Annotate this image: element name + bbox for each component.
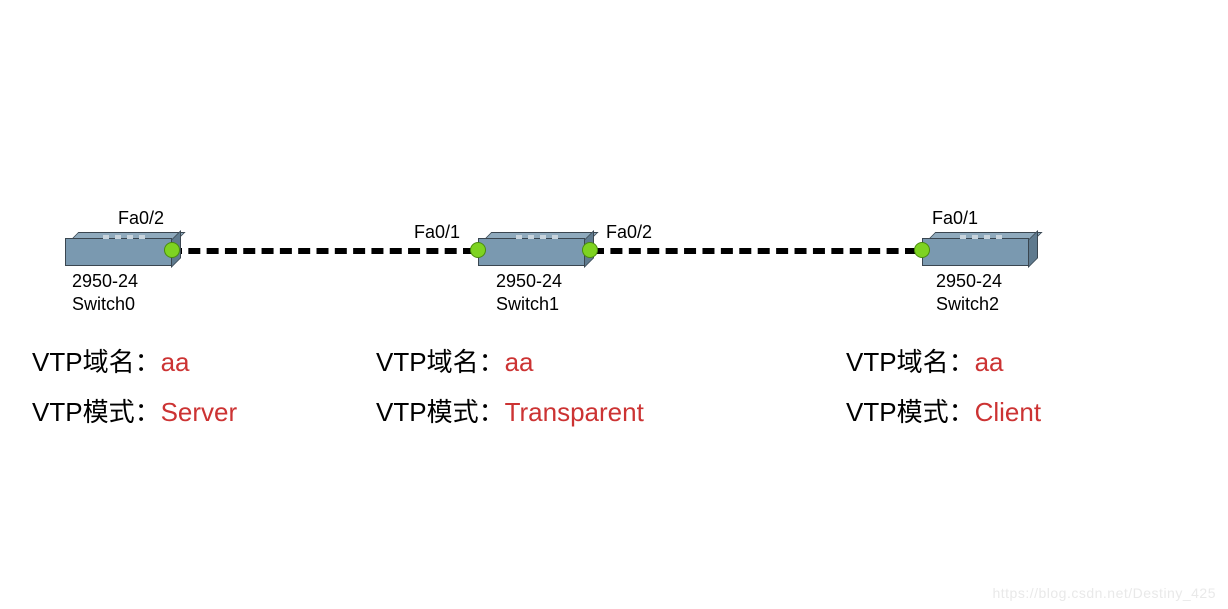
switch2-domain-row: VTP域名：aa (846, 342, 1004, 379)
link-s0-s1 (170, 248, 475, 254)
switch0-mode-label: VTP模式： (32, 397, 161, 427)
switch0-port-right-led (164, 242, 180, 258)
switch1-port-left-label: Fa0/1 (414, 222, 460, 243)
switch2-port-left-label: Fa0/1 (932, 208, 978, 229)
switch2-model: 2950-24 (936, 271, 1002, 291)
switch2-mode-row: VTP模式：Client (846, 392, 1041, 429)
switch2-port-left-led (914, 242, 930, 258)
switch2-domain-label: VTP域名： (846, 347, 975, 377)
switch1-domain-row: VTP域名：aa (376, 342, 534, 379)
switch0-mode-row: VTP模式：Server (32, 392, 237, 429)
switch0-icon (65, 232, 175, 266)
switch0-domain-label: VTP域名： (32, 347, 161, 377)
switch2-mode-label: VTP模式： (846, 397, 975, 427)
switch1-mode-label: VTP模式： (376, 397, 505, 427)
switch2-mode-value: Client (975, 397, 1041, 427)
switch2-icon (922, 232, 1032, 266)
switch2-domain-value: aa (975, 347, 1004, 377)
diagram-canvas: Fa0/2 2950-24 Switch0 Fa0/1 Fa0/2 2950-2… (0, 0, 1228, 609)
switch0-domain-value: aa (161, 347, 190, 377)
link-s1-s2 (592, 248, 917, 254)
switch2-name: Switch2 (936, 294, 999, 314)
watermark-text: https://blog.csdn.net/Destiny_425 (992, 585, 1216, 601)
switch1-device-label: 2950-24 Switch1 (496, 270, 562, 315)
switch0-model: 2950-24 (72, 271, 138, 291)
switch1-mode-value: Transparent (505, 397, 644, 427)
switch1-port-left-led (470, 242, 486, 258)
switch1-port-right-label: Fa0/2 (606, 222, 652, 243)
switch1-icon (478, 232, 588, 266)
switch0-name: Switch0 (72, 294, 135, 314)
switch0-device-label: 2950-24 Switch0 (72, 270, 138, 315)
switch1-name: Switch1 (496, 294, 559, 314)
switch1-model: 2950-24 (496, 271, 562, 291)
switch1-domain-label: VTP域名： (376, 347, 505, 377)
switch1-mode-row: VTP模式：Transparent (376, 392, 644, 429)
switch0-domain-row: VTP域名：aa (32, 342, 190, 379)
switch1-port-right-led (582, 242, 598, 258)
switch2-device-label: 2950-24 Switch2 (936, 270, 1002, 315)
switch1-domain-value: aa (505, 347, 534, 377)
switch0-port-right-label: Fa0/2 (118, 208, 164, 229)
switch0-mode-value: Server (161, 397, 238, 427)
